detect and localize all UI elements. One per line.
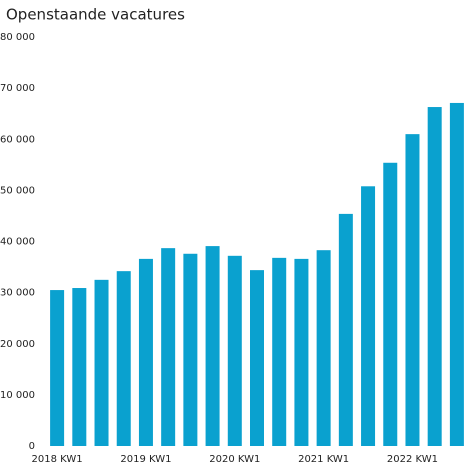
y-tick-label: 10 000	[0, 390, 35, 401]
y-tick-label: 60 000	[0, 134, 35, 145]
bar	[227, 255, 242, 446]
bar	[338, 213, 353, 446]
bar	[183, 253, 198, 446]
bar	[316, 250, 331, 446]
y-tick-label: 80 000	[0, 32, 35, 43]
bar	[272, 257, 287, 446]
bar	[383, 162, 398, 446]
bar	[405, 134, 420, 446]
y-tick-label: 20 000	[0, 339, 35, 350]
bar	[161, 248, 176, 446]
x-tick-label: 2021 KW1	[298, 454, 349, 465]
bar	[205, 246, 220, 446]
y-tick-label: 50 000	[0, 185, 35, 196]
x-tick-label: 2020 KW1	[209, 454, 260, 465]
bar	[72, 288, 87, 446]
bar	[116, 271, 131, 446]
x-tick-label: 2022 KW1	[387, 454, 438, 465]
bar	[50, 290, 65, 446]
y-tick-label: 70 000	[0, 83, 35, 94]
y-tick-label: 30 000	[0, 288, 35, 299]
x-tick-label: 2019 KW1	[120, 454, 171, 465]
bar	[361, 186, 376, 446]
bar	[427, 107, 442, 446]
bar	[138, 258, 153, 446]
bar	[94, 279, 109, 446]
bar	[449, 102, 464, 447]
chart-title: Openstaande vacatures	[6, 6, 185, 24]
bar	[294, 258, 309, 446]
x-tick-label: 2018 KW1	[32, 454, 83, 465]
y-tick-label: 40 000	[0, 237, 35, 248]
y-tick-label: 0	[29, 441, 35, 452]
bar	[250, 270, 264, 446]
